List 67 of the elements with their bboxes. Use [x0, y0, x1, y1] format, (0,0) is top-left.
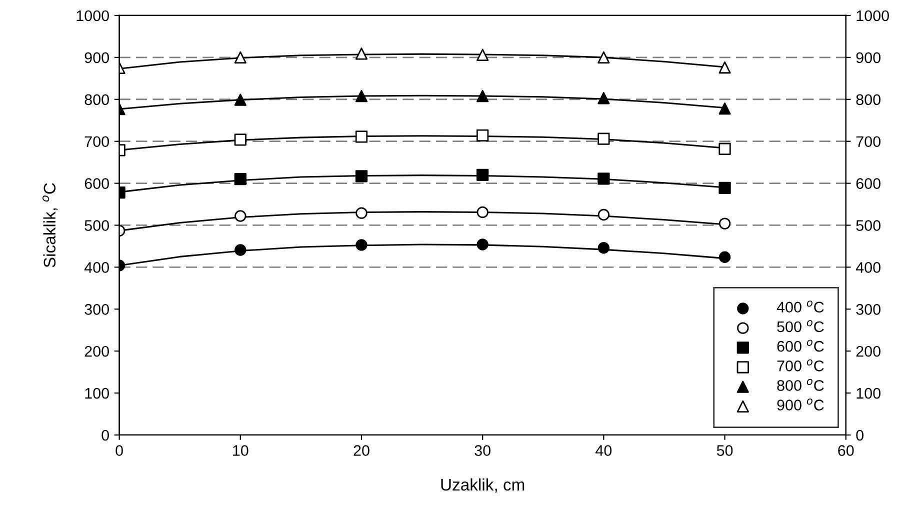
point: [718, 251, 731, 263]
y2-tick-label: 400: [856, 262, 880, 273]
point: [598, 51, 610, 64]
y2-tick-label: 0: [856, 430, 864, 441]
y-tick-label: 200: [84, 346, 109, 357]
point: [234, 94, 246, 106]
x-tick-label: 60: [838, 445, 854, 456]
legend-label: 600 $^{o}$C: [777, 340, 824, 352]
y-tick-label: 1000: [76, 10, 109, 22]
y-tick-label: 600: [84, 178, 109, 189]
legend-label: 400 $^{o}$C: [776, 300, 824, 313]
point: [234, 51, 246, 64]
legend-label: 700 $^{o}$C: [777, 359, 824, 372]
point: [598, 208, 610, 221]
y-tick-label: 900: [84, 52, 109, 64]
legend-label: 500 $^{o}$C: [777, 320, 824, 332]
y-tick-label: 700: [84, 136, 109, 148]
x-tick-label: 40: [596, 445, 612, 456]
x-tick-label: 0: [116, 445, 123, 456]
point: [718, 142, 731, 155]
y-tick-label: 0: [102, 430, 109, 441]
point: [476, 129, 489, 142]
x-axis-title: Uzaklik, cm: [441, 478, 524, 493]
y2-tick-label: 800: [856, 94, 880, 106]
legend-label: 800 $^{o}$C: [777, 378, 824, 391]
y2-tick-label: 200: [856, 346, 880, 357]
point: [356, 207, 368, 219]
y-tick-label: 500: [84, 220, 109, 231]
point: [598, 172, 610, 185]
point: [355, 130, 368, 143]
x-tick-label: 20: [354, 445, 370, 456]
point: [234, 173, 246, 186]
y-axis-title: Sicaklik, $^{o}$C: [42, 183, 58, 268]
point: [598, 132, 610, 145]
point: [718, 61, 731, 74]
y2-tick-label: 1000: [856, 10, 889, 22]
y2-tick-label: 500: [856, 220, 880, 231]
point: [476, 206, 488, 218]
point: [476, 48, 489, 61]
point: [718, 182, 731, 194]
point: [476, 90, 489, 102]
point: [355, 48, 368, 60]
x-tick-label: 10: [233, 445, 248, 456]
point: [356, 239, 368, 251]
point: [598, 242, 610, 254]
y2-tick-label: 900: [856, 52, 880, 64]
point: [234, 210, 246, 222]
point: [598, 92, 610, 104]
y2-tick-label: 100: [856, 388, 880, 399]
point: [234, 244, 246, 256]
y-tick-label: 400: [84, 262, 109, 273]
point: [355, 170, 368, 182]
point: [476, 168, 489, 181]
y2-tick-label: 300: [856, 304, 880, 315]
y-tick-label: 100: [85, 388, 109, 399]
y-tick-label: 800: [84, 94, 109, 106]
point: [476, 238, 488, 250]
point: [355, 90, 368, 102]
y2-tick-label: 600: [856, 178, 880, 189]
point: [234, 134, 246, 146]
y-tick-label: 300: [84, 304, 109, 315]
legend-label: 900 $^{o}$C: [777, 398, 824, 410]
x-tick-label: 30: [474, 445, 490, 456]
x-tick-label: 50: [716, 445, 733, 456]
point: [718, 218, 731, 230]
point: [718, 102, 731, 115]
y2-tick-label: 700: [856, 136, 880, 148]
